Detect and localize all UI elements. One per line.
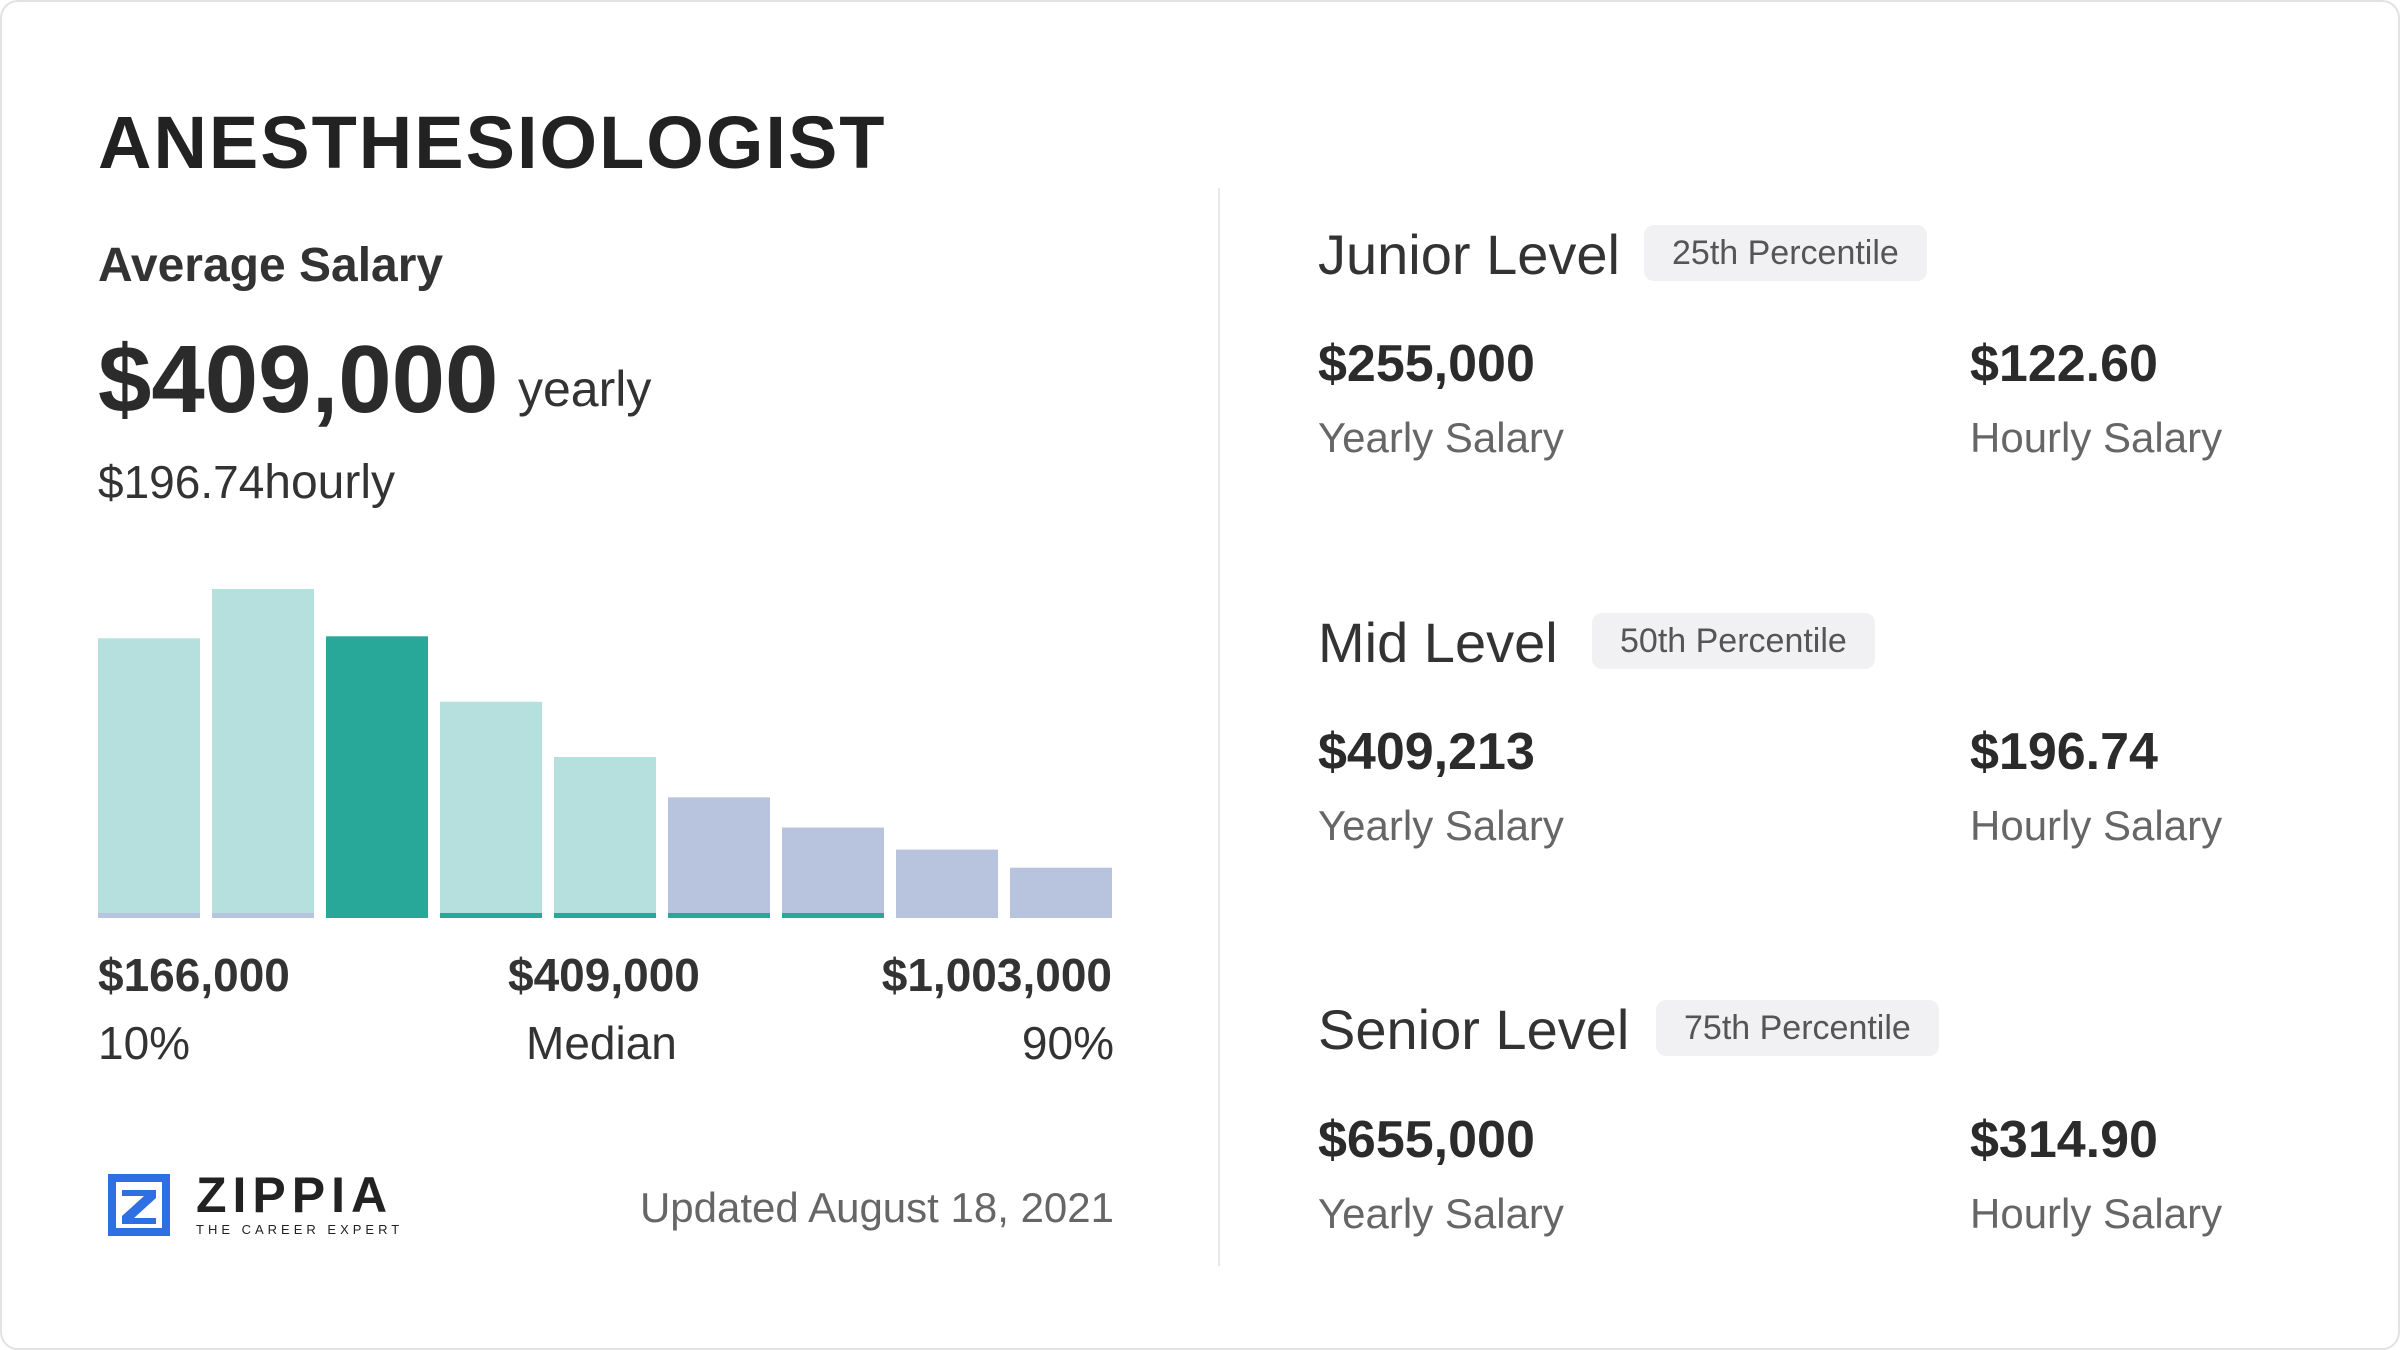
- histogram-bar-baseline-4: [440, 913, 542, 918]
- average-hourly-value: $196.74: [98, 456, 265, 508]
- mid-level-title: Mid Level: [1318, 611, 1558, 674]
- average-hourly-salary: $196.74hourly: [98, 455, 395, 510]
- average-yearly-unit: yearly: [518, 361, 652, 417]
- junior-yearly-salary: $255,000: [1318, 335, 1535, 393]
- mid-percentile-badge: 50th Percentile: [1592, 613, 1875, 669]
- percentile-10-value: $166,000: [98, 949, 290, 1001]
- junior-hourly-salary: $122.60: [1970, 335, 2158, 393]
- job-title: ANESTHESIOLOGIST: [98, 101, 887, 184]
- histogram-bar-baseline-5: [554, 913, 656, 918]
- histogram-bar-baseline-3: [326, 913, 428, 918]
- histogram-bar-3: [326, 636, 428, 918]
- junior-hourly-label: Hourly Salary: [1970, 414, 2223, 461]
- histogram-bar-baseline-7: [782, 913, 884, 918]
- average-salary-label: Average Salary: [98, 239, 444, 292]
- zippia-brand: ZIPPIA: [196, 1167, 394, 1223]
- senior-level-title: Senior Level: [1318, 998, 1630, 1061]
- junior-level-title: Junior Level: [1318, 223, 1620, 286]
- senior-yearly-label: Yearly Salary: [1318, 1190, 1564, 1237]
- junior-yearly-label: Yearly Salary: [1318, 414, 1564, 461]
- mid-hourly-salary: $196.74: [1970, 723, 2158, 781]
- mid-yearly-salary: $409,213: [1318, 723, 1535, 781]
- percentile-90-value: $1,003,000: [881, 949, 1112, 1001]
- histogram-bar-baseline-6: [668, 913, 770, 918]
- median-label: Median: [526, 1017, 677, 1069]
- mid-hourly-label: Hourly Salary: [1970, 802, 2223, 849]
- zippia-tagline: THE CAREER EXPERT: [196, 1222, 404, 1237]
- average-hourly-unit: hourly: [264, 456, 396, 509]
- senior-hourly-label: Hourly Salary: [1970, 1190, 2223, 1237]
- mid-yearly-label: Yearly Salary: [1318, 802, 1564, 849]
- average-yearly-salary: $409,000: [98, 326, 499, 433]
- histogram-bar-6: [668, 797, 770, 918]
- percentile-10-label: 10%: [98, 1017, 191, 1069]
- median-value: $409,000: [508, 949, 700, 1001]
- junior-percentile-badge: 25th Percentile: [1644, 225, 1927, 281]
- updated-date: Updated August 18, 2021: [639, 1184, 1114, 1231]
- histogram-bar-5: [554, 757, 656, 918]
- salary-distribution-chart: [98, 580, 1112, 920]
- percentile-90-label: 90%: [1021, 1017, 1114, 1069]
- histogram-bar-7: [782, 827, 884, 918]
- histogram-bar-baseline-2: [212, 913, 314, 918]
- senior-yearly-salary: $655,000: [1318, 1111, 1535, 1169]
- histogram-bar-9: [1010, 867, 1112, 918]
- column-divider: [1218, 188, 1220, 1266]
- histogram-bar-1: [98, 638, 200, 918]
- senior-hourly-salary: $314.90: [1970, 1111, 2158, 1169]
- senior-percentile-badge: 75th Percentile: [1656, 1000, 1939, 1056]
- histogram-bar-2: [212, 589, 314, 918]
- histogram-bar-8: [896, 849, 998, 918]
- histogram-bar-4: [440, 701, 542, 918]
- salary-histogram: [98, 589, 1112, 918]
- zippia-logo-icon: [108, 1174, 170, 1236]
- histogram-bar-baseline-1: [98, 913, 200, 918]
